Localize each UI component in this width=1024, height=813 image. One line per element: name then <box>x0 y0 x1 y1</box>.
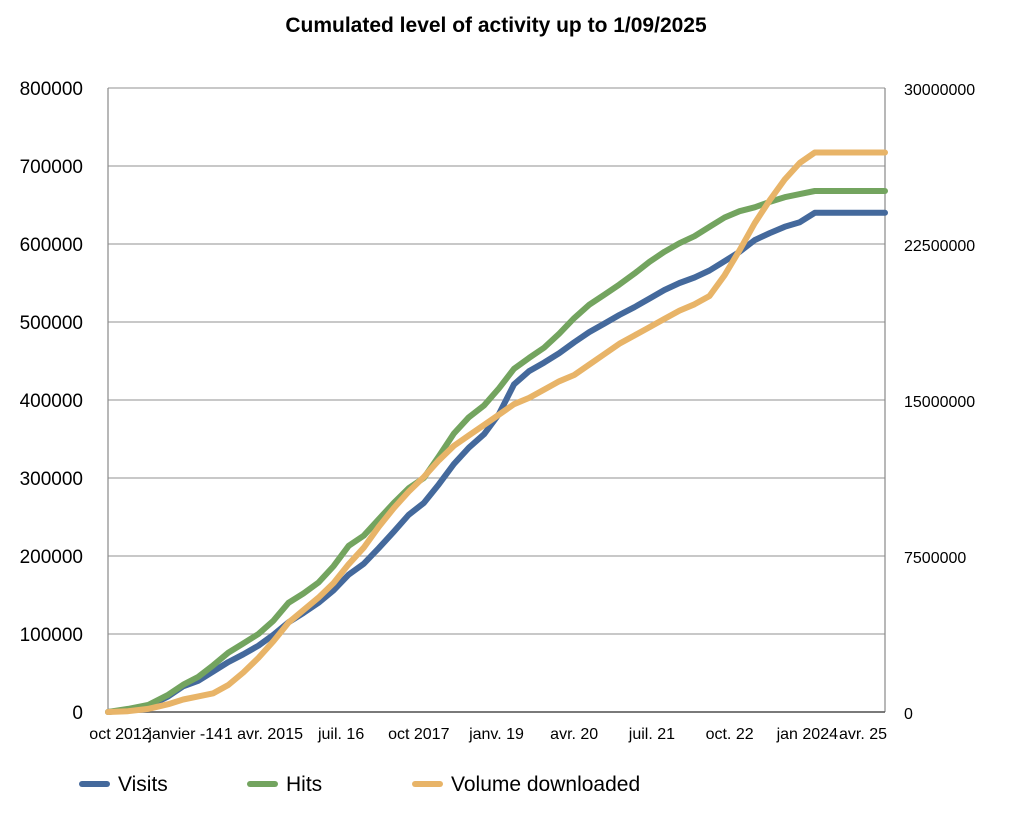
x-tick-label: jan 2024 <box>776 726 838 743</box>
y-left-tick-label: 600000 <box>20 235 83 256</box>
x-tick-label: juil. 21 <box>628 726 675 743</box>
x-tick-label: oct 2017 <box>388 726 449 743</box>
y-left-tick-label: 500000 <box>20 313 83 334</box>
y-left-tick-label: 200000 <box>20 547 83 568</box>
y-left-tick-label: 700000 <box>20 157 83 178</box>
x-tick-label: janv. 19 <box>468 726 524 743</box>
y-right-tick-label: 15000000 <box>904 394 975 411</box>
legend-label: Visits <box>118 773 168 796</box>
y-right-tick-label: 30000000 <box>904 82 975 99</box>
series-line-volume-downloaded <box>105 149 888 715</box>
x-tick-label: oct 2012 <box>89 726 150 743</box>
x-tick-label: janvier -14 <box>147 726 223 743</box>
series-line-visits <box>105 209 888 715</box>
x-tick-label: oct. 22 <box>706 726 754 743</box>
x-tick-label: avr. 25 <box>839 726 887 743</box>
y-right-tick-label: 22500000 <box>904 238 975 255</box>
chart-title: Cumulated level of activity up to 1/09/2… <box>285 14 707 37</box>
y-left-tick-label: 400000 <box>20 391 83 412</box>
x-tick-label: avr. 20 <box>550 726 598 743</box>
x-tick-label: 1 avr. 2015 <box>224 726 303 743</box>
y-left-tick-label: 100000 <box>20 625 83 646</box>
x-tick-label: juil. 16 <box>317 726 364 743</box>
y-right-tick-label: 7500000 <box>904 550 966 567</box>
y-left-tick-label: 800000 <box>20 79 83 100</box>
legend-label: Hits <box>286 773 322 796</box>
series-line-hits <box>105 188 888 715</box>
legend-label: Volume downloaded <box>451 773 640 796</box>
y-left-tick-label: 0 <box>72 703 83 724</box>
y-left-tick-label: 300000 <box>20 469 83 490</box>
y-right-tick-label: 0 <box>904 706 913 723</box>
